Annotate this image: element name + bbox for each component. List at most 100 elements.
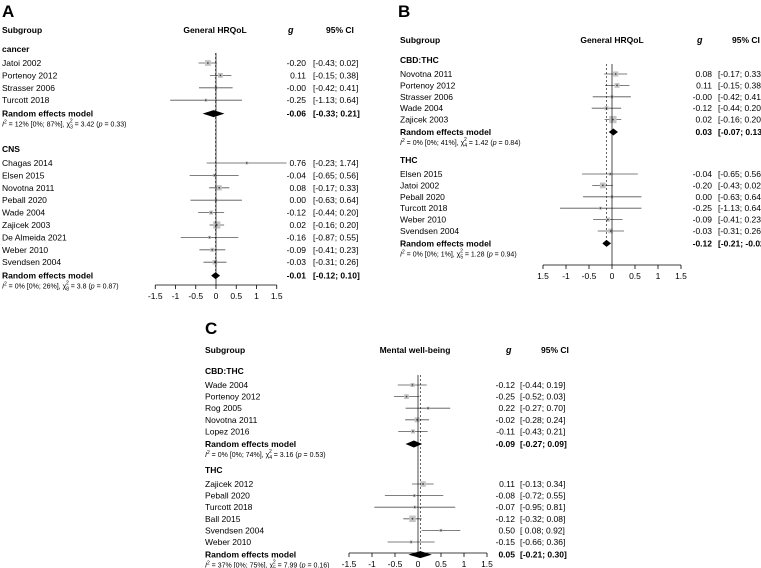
ci-value: [-0.43; 0.02] bbox=[718, 180, 761, 190]
x-tick-label: 1 bbox=[656, 271, 661, 281]
effect-point bbox=[207, 62, 209, 64]
effect-point bbox=[609, 230, 612, 232]
study-label: Peball 2020 bbox=[2, 195, 47, 205]
x-tick-label: 0.5 bbox=[629, 271, 641, 281]
pooled-g-value: -0.12 bbox=[693, 238, 713, 248]
g-value: 0.08 bbox=[695, 69, 712, 79]
chi-df: 4 bbox=[269, 455, 272, 461]
study-row: Svendsen 2004 -0.03 [-0.31; 0.26] bbox=[400, 226, 761, 236]
ci-value: [-0.65; 0.56] bbox=[718, 169, 761, 179]
i2-symbol: I bbox=[205, 563, 207, 568]
effect-point bbox=[410, 541, 412, 543]
pooled-g-value: -0.01 bbox=[287, 271, 307, 281]
g-value: 0.11 bbox=[696, 80, 712, 90]
g-value: -0.00 bbox=[287, 83, 307, 93]
header-measure: Mental well-being bbox=[380, 345, 451, 355]
ci-value: [-0.95; 0.81] bbox=[520, 502, 565, 512]
q-text: = 3.8 ( bbox=[69, 284, 92, 291]
study-label: Elsen 2015 bbox=[400, 169, 443, 179]
i2-text: = 0% [0%; 74%], χ bbox=[210, 452, 270, 459]
subgroup-cns: CNS Chagas 2014 0.76 [-0.23; 1.74] Elsen 201… bbox=[2, 144, 360, 293]
subgroup-name: cancer bbox=[2, 44, 30, 54]
study-row: Turcott 2018 -0.25 [-1.13; 0.64] bbox=[400, 203, 761, 213]
effect-point bbox=[208, 236, 211, 239]
study-row: Wade 2004 -0.12 [-0.44; 0.20] bbox=[2, 208, 358, 218]
study-label: Novotna 2011 bbox=[2, 183, 55, 193]
header-subgroup: Subgroup bbox=[2, 25, 42, 35]
ci-value: [-0.43; 0.21] bbox=[520, 426, 565, 436]
study-row: Weber 2010 -0.15 [-0.66; 0.36] bbox=[205, 537, 565, 547]
study-label: Novotna 2011 bbox=[205, 415, 258, 425]
g-value: -0.00 bbox=[693, 92, 713, 102]
header-g: g bbox=[696, 35, 703, 45]
g-value: -0.15 bbox=[496, 537, 516, 547]
ci-value: [-0.16; 0.20] bbox=[313, 220, 358, 230]
pooled-ci-value: [-0.21; 0.30] bbox=[520, 550, 567, 560]
study-row: Peball 2020 -0.08 [-0.72; 0.55] bbox=[205, 491, 565, 501]
panel-label: C bbox=[205, 319, 217, 338]
effect-point bbox=[411, 384, 414, 386]
pooled-ci-value: [-0.33; 0.21] bbox=[313, 109, 360, 119]
i2-symbol: I bbox=[400, 140, 402, 147]
p-symbol: p bbox=[90, 284, 95, 291]
x-tick-label: -1.5 bbox=[148, 291, 163, 301]
q-text: = 1.28 ( bbox=[463, 251, 490, 258]
x-tick-label: -0.5 bbox=[188, 291, 203, 301]
study-label: Svendsen 2004 bbox=[2, 257, 61, 267]
ci-value: [-0.63; 0.64] bbox=[313, 195, 358, 205]
g-value: 0.00 bbox=[289, 195, 306, 205]
g-value: 0.22 bbox=[498, 403, 515, 413]
chi-df: 5 bbox=[460, 254, 463, 260]
pooled-label: Random effects model bbox=[205, 439, 296, 449]
ci-value: [-0.17; 0.33] bbox=[718, 69, 761, 79]
g-value: 0.02 bbox=[695, 115, 712, 125]
pooled-g-value: -0.09 bbox=[496, 439, 516, 449]
subgroup-cancer: cancer Jatoi 2002 -0.20 [-0.43; 0.02] Porten… bbox=[2, 44, 360, 131]
x-tick-label: -0.5 bbox=[582, 271, 597, 281]
q-text: = 1.42 ( bbox=[467, 140, 494, 147]
chi-df: 5 bbox=[273, 566, 276, 568]
effect-point bbox=[245, 162, 248, 164]
pooled-ci-value: [-0.07; 0.13] bbox=[718, 127, 761, 137]
subgroup-cbd-thc: CBD:THC Wade 2004 -0.12 [-0.44; 0.19] Porten… bbox=[205, 366, 567, 461]
pooled-label: Random effects model bbox=[400, 127, 491, 137]
i2-superscript: 2 bbox=[402, 249, 405, 255]
study-label: Jatoi 2002 bbox=[400, 180, 439, 190]
chi-df: 8 bbox=[66, 287, 69, 293]
i2-symbol: I bbox=[400, 251, 402, 258]
ci-value: [-1.13; 0.64] bbox=[718, 203, 761, 213]
study-row: Jatoi 2002 -0.20 [-0.43; 0.02] bbox=[2, 58, 358, 68]
panel-label: A bbox=[2, 2, 14, 21]
header-g: g bbox=[287, 25, 294, 35]
study-row: Portenoy 2012 0.11 [-0.15; 0.38] bbox=[2, 70, 358, 80]
study-label: Novotna 2011 bbox=[400, 69, 453, 79]
q-text: = 3.16 ( bbox=[272, 452, 299, 459]
pooled-label: Random effects model bbox=[2, 109, 93, 119]
study-row: Jatoi 2002 -0.20 [-0.43; 0.02] bbox=[400, 180, 761, 190]
ci-value: [-0.66; 0.36] bbox=[520, 537, 565, 547]
study-label: Zajicek 2012 bbox=[205, 479, 253, 489]
effect-point bbox=[612, 118, 614, 121]
g-value: -0.08 bbox=[496, 491, 516, 501]
study-row: Peball 2020 0.00 [-0.63; 0.64] bbox=[2, 195, 358, 205]
effect-point bbox=[413, 506, 416, 509]
effect-point bbox=[204, 99, 207, 102]
pooled-diamond bbox=[608, 128, 618, 136]
study-row: Novotna 2011 -0.02 [-0.28; 0.24] bbox=[205, 415, 565, 425]
ci-value: [-0.44; 0.19] bbox=[520, 380, 565, 390]
panel-a: A Subgroup General HRQoL g 95% CI cancer Jatoi… bbox=[2, 2, 360, 301]
study-row: Novotna 2011 0.08 [-0.17; 0.33] bbox=[2, 183, 358, 193]
heterogeneity-stats: I2 = 0% [0%; 74%], χ42 = 3.16 (p = 0.53) bbox=[205, 449, 326, 461]
i2-text: = 37% [0%; 75%], χ bbox=[210, 563, 274, 568]
study-label: Strasser 2006 bbox=[2, 83, 55, 93]
i2-text: = 0% [0%; 26%], χ bbox=[7, 284, 67, 291]
pooled-ci-value: [-0.27; 0.09] bbox=[520, 439, 567, 449]
x-tick-label: 1.5 bbox=[537, 271, 549, 281]
header-measure: General HRQoL bbox=[183, 25, 246, 35]
x-tick-label: -1 bbox=[368, 559, 376, 568]
heterogeneity-stats: I2 = 0% [0%; 26%], χ82 = 3.8 (p = 0.87) bbox=[2, 281, 119, 293]
study-row: Zajicek 2003 0.02 [-0.16; 0.20] bbox=[400, 115, 761, 125]
study-label: Portenoy 2012 bbox=[205, 392, 261, 402]
g-value: -0.16 bbox=[287, 232, 307, 242]
heterogeneity-stats: I2 = 37% [0%; 75%], χ52 = 7.99 (p = 0.16… bbox=[205, 560, 329, 568]
